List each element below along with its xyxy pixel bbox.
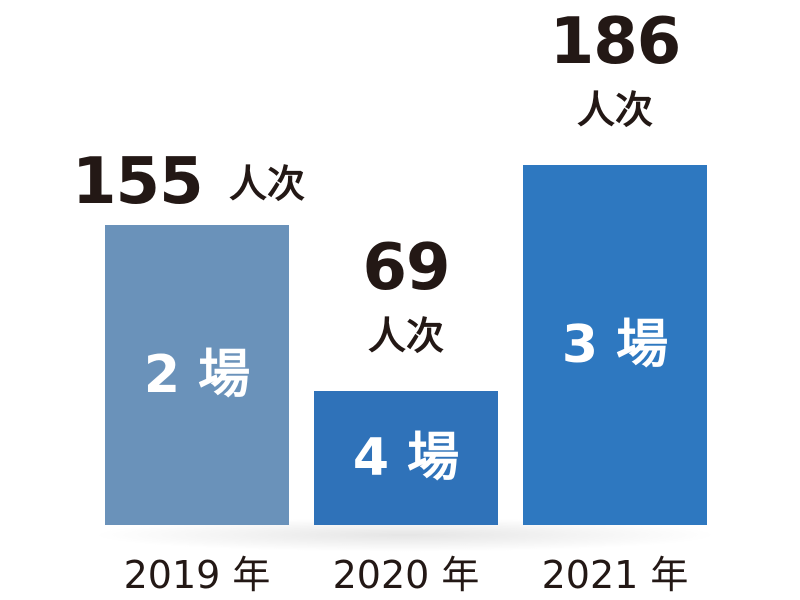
- x-tick-label-0: 2019 年: [123, 553, 271, 597]
- bar-session-label-0: 2 場: [143, 345, 251, 405]
- value-unit-label-0: 人次: [229, 162, 306, 206]
- value-unit-label-1: 人次: [367, 314, 444, 359]
- bar-1: [314, 391, 498, 525]
- value-label-2: 186: [549, 5, 682, 79]
- bar-2: [523, 165, 707, 525]
- value-label-0: 155: [72, 145, 204, 219]
- x-tick-label-2: 2021 年: [541, 553, 689, 597]
- bar-session-label-2: 3 場: [561, 315, 669, 375]
- x-tick-label-1: 2020 年: [332, 553, 480, 597]
- value-label-1: 69: [362, 231, 450, 306]
- value-unit-label-2: 人次: [576, 88, 653, 132]
- bar-0: [105, 225, 289, 525]
- bar-session-label-1: 4 場: [352, 428, 460, 489]
